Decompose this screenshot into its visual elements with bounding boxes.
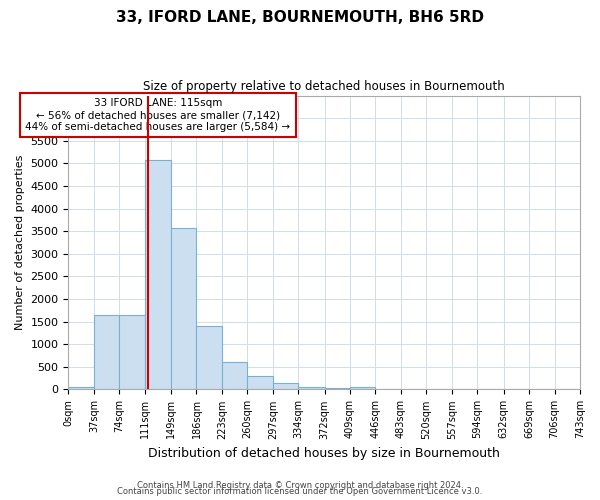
Text: 33, IFORD LANE, BOURNEMOUTH, BH6 5RD: 33, IFORD LANE, BOURNEMOUTH, BH6 5RD: [116, 10, 484, 25]
Bar: [325, 388, 350, 390]
Bar: [196, 326, 222, 390]
X-axis label: Distribution of detached houses by size in Bournemouth: Distribution of detached houses by size …: [148, 447, 500, 460]
Bar: [298, 386, 325, 390]
Bar: [171, 228, 196, 390]
Title: Size of property relative to detached houses in Bournemouth: Size of property relative to detached ho…: [143, 80, 505, 93]
Bar: [119, 316, 145, 390]
Bar: [247, 376, 273, 390]
Bar: [222, 362, 247, 390]
Bar: [145, 160, 171, 390]
Text: Contains public sector information licensed under the Open Government Licence v3: Contains public sector information licen…: [118, 488, 482, 496]
Bar: [273, 383, 298, 390]
Text: 33 IFORD LANE: 115sqm
← 56% of detached houses are smaller (7,142)
44% of semi-d: 33 IFORD LANE: 115sqm ← 56% of detached …: [25, 98, 290, 132]
Text: Contains HM Land Registry data © Crown copyright and database right 2024.: Contains HM Land Registry data © Crown c…: [137, 481, 463, 490]
Y-axis label: Number of detached properties: Number of detached properties: [15, 155, 25, 330]
Bar: [350, 386, 376, 390]
Bar: [94, 316, 119, 390]
Bar: [68, 386, 94, 390]
